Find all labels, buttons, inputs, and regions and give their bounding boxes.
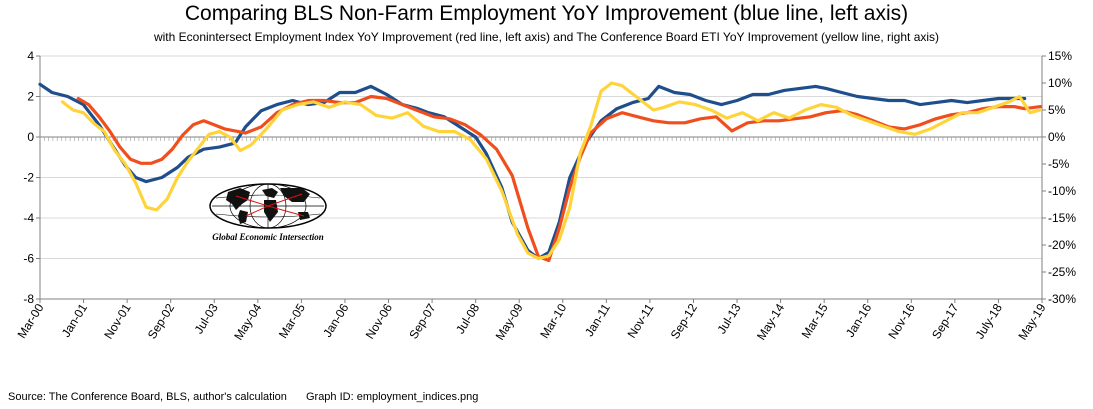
left-axis-tick-labels: -8 -6 -4 -2 0 2 4	[23, 49, 34, 306]
right-tick-label: 15%	[1048, 49, 1072, 63]
series-line-1	[76, 94, 1042, 263]
x-tick-label: Jul-08	[453, 301, 482, 336]
left-tick-label: 4	[27, 49, 34, 63]
x-tick-label: Sep-07	[406, 301, 439, 342]
right-tick-label: 0%	[1048, 130, 1066, 144]
x-tick-label: May-19	[1015, 301, 1048, 343]
x-tick-label: Nov-01	[101, 301, 134, 342]
x-tick-label: Sep-17	[929, 301, 962, 342]
x-tick-label: May-09	[493, 301, 526, 343]
right-tick-label: -30%	[1048, 292, 1076, 306]
logo: Global Economic Intersection	[206, 182, 330, 246]
left-tick-label: -8	[23, 292, 34, 306]
right-axis-tick-labels: -30% -25% -20% -15% -10% -5% 0% 5% 10% 15%	[1048, 49, 1076, 306]
x-tick-label: Mar-15	[799, 301, 831, 341]
x-axis-tick-labels: Mar-00 Jan-01 Nov-01 Sep-02 Jul-03 May-04 Mar-…	[15, 301, 1049, 343]
left-tick-label: -4	[23, 211, 34, 225]
globe-icon: Global Economic Intersection	[209, 183, 327, 242]
x-tick-label: Jan-06	[320, 301, 351, 340]
x-tick-label: Mar-00	[15, 301, 47, 341]
left-tick-label: -6	[23, 252, 34, 266]
x-tick-label: Mar-05	[276, 301, 308, 341]
right-tick-label: 10%	[1048, 76, 1072, 90]
series-line-0	[38, 82, 1027, 261]
x-tick-label: Jan-16	[843, 301, 874, 340]
x-tick-label: Mar-10	[537, 301, 569, 341]
x-tick-label: Nov-06	[363, 301, 396, 342]
source-note: Source: The Conference Board, BLS, autho…	[8, 391, 287, 403]
x-tick-label: Nov-11	[625, 301, 657, 341]
axes	[36, 55, 1046, 303]
x-tick-label: May-04	[231, 301, 264, 343]
right-tick-label: -25%	[1048, 265, 1076, 279]
x-tick-label: Jan-01	[59, 301, 90, 340]
chart-title: Comparing BLS Non-Farm Employment YoY Im…	[184, 2, 909, 25]
right-tick-label: -5%	[1048, 157, 1070, 171]
x-tick-label: Jul-13	[714, 301, 743, 336]
x-tick-label: Jul-03	[192, 301, 221, 336]
right-tick-label: -20%	[1048, 238, 1076, 252]
logo-text: Global Economic Intersection	[212, 232, 324, 242]
x-tick-label: Jan-11	[582, 301, 613, 339]
x-tick-label: July-18	[973, 301, 1006, 342]
x-tick-label: May-14	[754, 301, 787, 343]
x-tick-label: Sep-02	[145, 301, 178, 342]
series-line-2	[60, 81, 1042, 261]
chart-subtitle: with Econintersect Employment Index YoY …	[153, 30, 940, 44]
gridlines	[40, 55, 1042, 300]
right-tick-label: -15%	[1048, 211, 1076, 225]
x-tick-label: Nov-16	[885, 301, 918, 342]
graph-id: Graph ID: employment_indices.png	[305, 391, 479, 403]
right-tick-label: -10%	[1048, 184, 1076, 198]
x-tick-label: Sep-12	[668, 301, 701, 342]
left-tick-label: -2	[23, 171, 34, 185]
left-tick-label: 2	[27, 90, 34, 104]
left-tick-label: 0	[27, 130, 34, 144]
series-lines	[38, 81, 1042, 263]
footer: Source: The Conference Board, BLS, autho…	[8, 391, 494, 403]
right-tick-label: 5%	[1048, 103, 1066, 117]
